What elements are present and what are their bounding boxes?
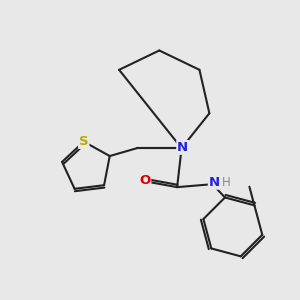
- Text: S: S: [79, 135, 88, 148]
- Text: H: H: [222, 176, 231, 189]
- Text: N: N: [209, 176, 220, 189]
- Text: O: O: [139, 174, 150, 187]
- Text: N: N: [177, 141, 188, 154]
